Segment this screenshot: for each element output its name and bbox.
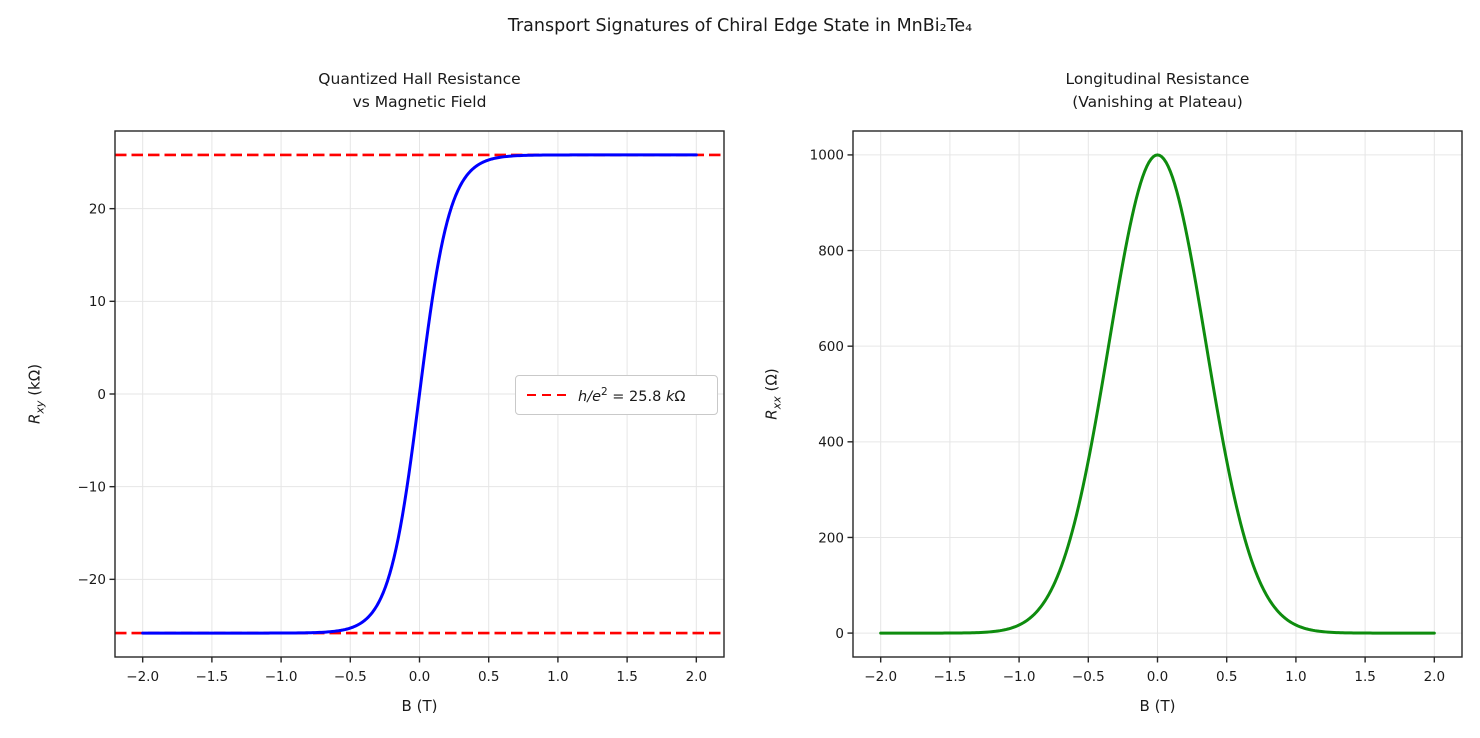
y-tick-label: 0	[835, 626, 844, 642]
hall-y-symbol: R	[25, 413, 44, 425]
x-tick-label: −1.5	[933, 669, 966, 685]
x-tick-label: −1.0	[265, 669, 298, 685]
longitudinal-y-symbol: R	[762, 409, 781, 420]
figure-title: Transport Signatures of Chiral Edge Stat…	[507, 16, 973, 36]
legend-value: = 25.8	[607, 388, 666, 405]
x-tick-label: −1.0	[1003, 669, 1036, 685]
hall-panel-title: Quantized Hall Resistance vs Magnetic Fi…	[115, 68, 724, 114]
hall-panel-title-line2: vs Magnetic Field	[352, 93, 487, 111]
y-tick-label: 400	[818, 435, 844, 451]
legend-label: h/e2 = 25.8 kΩ	[578, 386, 685, 405]
legend-math-prefix: h/e	[578, 388, 601, 405]
curve-Rxx	[879, 153, 1436, 635]
x-tick-label: −1.5	[195, 669, 228, 685]
hall-y-axis-label: Rxy (kΩ)	[26, 364, 47, 424]
y-tick-label: −20	[78, 572, 107, 588]
x-tick-label: −2.0	[126, 669, 159, 685]
legend-unit-omega: Ω	[674, 388, 686, 405]
longitudinal-x-axis-label: B (T)	[1139, 697, 1176, 715]
x-tick-label: −2.0	[864, 669, 897, 685]
hall-x-axis-label: B (T)	[401, 697, 438, 715]
y-tick-label: 600	[818, 339, 844, 355]
x-tick-label: 1.5	[1354, 669, 1375, 685]
x-tick-label: 0.0	[1147, 669, 1168, 685]
longitudinal-panel-title-line1: Longitudinal Resistance	[1065, 70, 1250, 88]
longitudinal-y-units: (Ω)	[762, 368, 781, 397]
x-tick-label: 0.5	[478, 669, 499, 685]
hall-y-subscript: xy	[33, 400, 47, 414]
x-tick-label: 2.0	[686, 669, 707, 685]
x-tick-label: 0.5	[1216, 669, 1237, 685]
legend-exponent: 2	[601, 385, 608, 398]
hall-y-units: (kΩ)	[25, 363, 44, 401]
longitudinal-panel-title-line2: (Vanishing at Plateau)	[1072, 93, 1243, 111]
x-tick-label: 1.0	[547, 669, 568, 685]
y-tick-label: 1000	[810, 148, 844, 164]
x-tick-label: 1.0	[1285, 669, 1306, 685]
y-tick-label: 200	[818, 530, 844, 546]
dashed-line-sample-icon	[527, 393, 567, 397]
x-tick-label: −0.5	[1072, 669, 1105, 685]
legend-unit-k: k	[665, 388, 675, 405]
curve-Rxy	[141, 153, 698, 635]
hall-panel-title-line1: Quantized Hall Resistance	[318, 70, 521, 88]
x-tick-label: 0.0	[409, 669, 430, 685]
longitudinal-y-subscript: xx	[770, 396, 784, 410]
y-tick-label: −10	[78, 479, 107, 495]
y-tick-label: 10	[89, 294, 106, 310]
y-tick-label: 20	[89, 201, 106, 217]
legend: h/e2 = 25.8 kΩ	[515, 375, 718, 415]
x-tick-label: 2.0	[1424, 669, 1445, 685]
longitudinal-panel-title: Longitudinal Resistance (Vanishing at Pl…	[853, 68, 1462, 114]
y-tick-label: 0	[97, 387, 106, 403]
longitudinal-y-axis-label: Rxx (Ω)	[763, 368, 784, 419]
x-tick-label: −0.5	[334, 669, 367, 685]
x-tick-label: 1.5	[616, 669, 637, 685]
y-tick-label: 800	[818, 243, 844, 259]
